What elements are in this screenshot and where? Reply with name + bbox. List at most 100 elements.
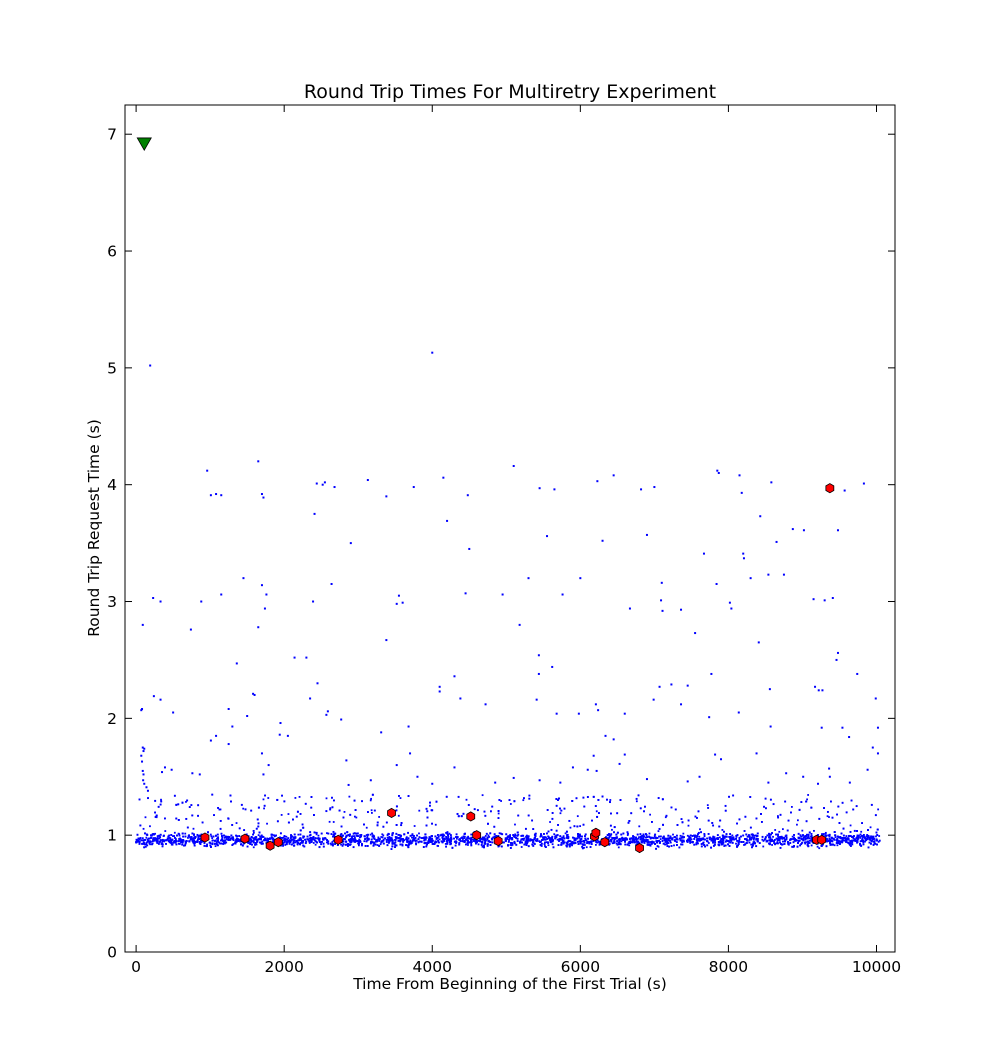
data-point [301,823,304,826]
data-point [227,837,230,840]
data-point [215,842,218,845]
data-point [308,842,311,844]
data-point [825,838,828,841]
data-point [583,846,585,849]
data-point [694,815,697,818]
data-point [764,837,767,840]
data-point [366,833,369,836]
data-point [733,838,736,841]
data-point [764,836,767,838]
data-point [382,842,385,845]
data-point [643,839,646,841]
data-point [463,835,466,838]
data-point [388,836,391,838]
data-point [394,841,397,844]
data-point [731,841,734,844]
data-point [629,840,632,843]
data-point [842,827,845,830]
data-point [573,839,576,841]
data-point [870,840,873,843]
data-point [712,835,715,838]
data-point [197,814,199,817]
data-point [527,837,530,840]
data-point [336,844,339,846]
data-point [473,808,476,811]
data-point [848,834,850,837]
data-point [405,844,407,846]
data-point [675,844,678,846]
data-point [152,837,155,840]
data-point [257,834,260,837]
data-point [673,844,675,847]
data-point [697,810,700,813]
data-point [232,843,235,845]
data-point [437,835,440,838]
data-point [527,835,530,838]
data-point [302,839,304,842]
data-point [254,843,257,846]
data-point [735,835,738,838]
data-point [437,839,440,842]
data-point [520,835,523,837]
data-point [549,840,552,843]
data-point [827,839,830,842]
data-point [547,835,550,838]
data-point [791,845,794,848]
data-point [222,843,225,845]
data-point [467,840,469,842]
data-point [522,838,525,841]
data-point [250,840,253,843]
data-point [751,833,754,836]
data-point [845,837,848,840]
data-point [320,832,323,835]
data-point [578,840,581,843]
data-point [780,843,782,845]
data-point [413,825,416,827]
data-point [210,835,213,838]
data-point [353,835,356,838]
data-point [661,839,664,842]
data-point [856,839,859,842]
data-point [517,833,520,836]
data-point [700,845,703,848]
data-point [763,805,765,808]
data-point [859,842,861,845]
data-point [776,841,779,844]
data-point [628,838,631,841]
data-point [331,841,334,843]
data-point [542,838,545,841]
data-point [185,817,188,820]
data-point [737,841,740,844]
data-point [696,835,699,837]
data-point [584,837,587,840]
data-point [598,812,600,814]
data-point [864,840,866,843]
data-point [777,816,780,819]
data-point [742,834,745,837]
data-point [484,842,486,844]
data-point [265,839,268,842]
data-point [280,814,283,816]
data-point [509,847,512,849]
data-point [155,816,158,819]
data-point [271,838,274,841]
data-point [498,832,501,835]
data-point [417,841,420,844]
data-point [217,836,219,839]
data-point [551,838,554,841]
data-point [646,836,648,838]
data-point [839,837,842,840]
data-point [303,845,306,848]
data-point [387,832,390,835]
data-point [581,847,584,850]
data-point [406,840,409,843]
data-point [801,838,804,841]
data-point [609,824,612,827]
data-point [861,822,863,825]
data-point [731,834,734,837]
data-point [300,841,302,844]
data-point [146,838,149,841]
data-point [219,842,222,845]
data-point [372,837,375,839]
data-point [377,836,380,839]
